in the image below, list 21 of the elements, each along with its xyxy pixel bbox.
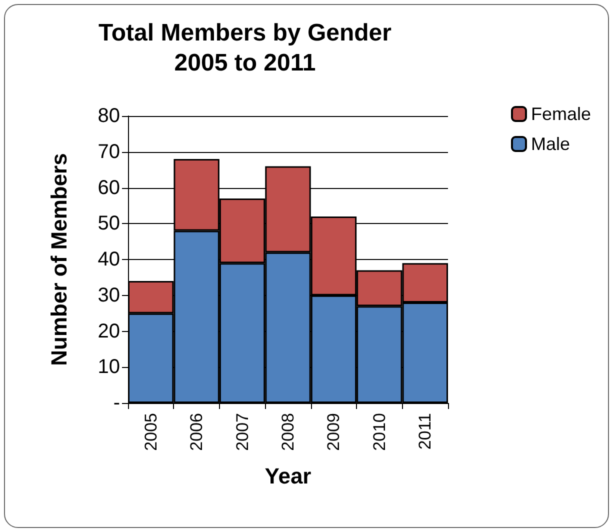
x-tick-label: 2007 [232,413,252,451]
y-tick-label: 40 [98,248,120,270]
x-axis-title: Year [264,464,312,488]
legend-label: Female [530,104,592,124]
y-tick-label: 80 [98,105,120,127]
y-tick-label: - [113,392,120,414]
y-tick-label: 60 [98,176,120,199]
x-tick-label: 2009 [324,413,344,451]
y-axis-title: Number of Members [46,153,72,366]
y-tick-label: 50 [98,212,120,235]
x-tick-label: 2010 [370,413,389,451]
legend-label: Male [530,134,570,154]
y-tick-label: 10 [98,356,120,378]
chart-title: Total Members by Gender 2005 to 2011 [98,20,392,76]
y-tick-label: 20 [98,320,120,342]
x-tick-label: 2006 [187,413,206,451]
x-tick-label: 2011 [416,413,435,450]
y-tick-label: 30 [98,284,120,306]
x-tick-label: 2008 [278,413,298,451]
y-tick-label: 70 [98,140,120,163]
x-tick-label: 2005 [141,413,160,451]
